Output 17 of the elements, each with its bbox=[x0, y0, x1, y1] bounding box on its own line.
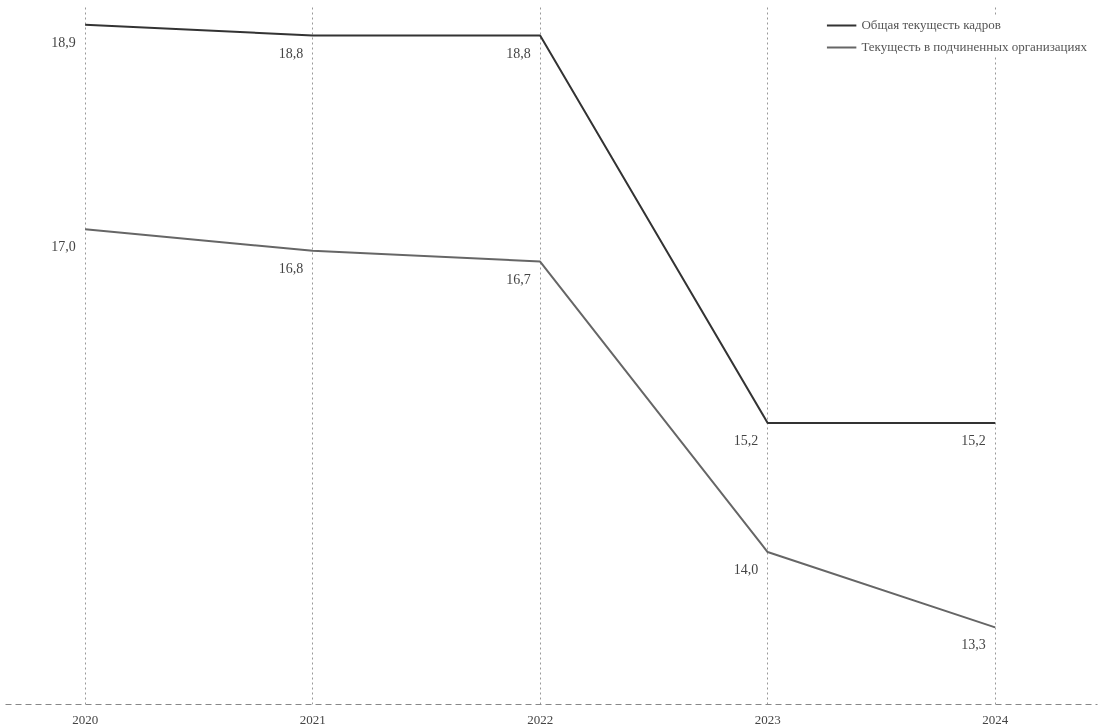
data-label: 16,8 bbox=[278, 260, 304, 276]
x-tick-label: 2021 bbox=[299, 711, 326, 726]
x-tick-label: 2020 bbox=[72, 711, 99, 726]
data-label: 18,8 bbox=[278, 45, 304, 61]
legend-label: Общая текущесть кадров bbox=[861, 17, 1001, 33]
data-label: 15,2 bbox=[733, 432, 759, 448]
data-label: 14,0 bbox=[733, 562, 759, 578]
data-label: 13,3 bbox=[961, 637, 986, 653]
data-label: 15,2 bbox=[961, 432, 986, 448]
data-label: 17,0 bbox=[51, 239, 76, 255]
data-label: 18,9 bbox=[51, 34, 76, 50]
legend-label: Текущесть в подчиненных организациях bbox=[861, 39, 1087, 55]
x-tick-label: 2024 bbox=[982, 711, 1009, 726]
x-tick-label: 2022 bbox=[527, 711, 554, 726]
data-label: 18,8 bbox=[506, 45, 531, 61]
x-tick-label: 2023 bbox=[754, 711, 781, 726]
data-label: 16,7 bbox=[506, 271, 531, 287]
